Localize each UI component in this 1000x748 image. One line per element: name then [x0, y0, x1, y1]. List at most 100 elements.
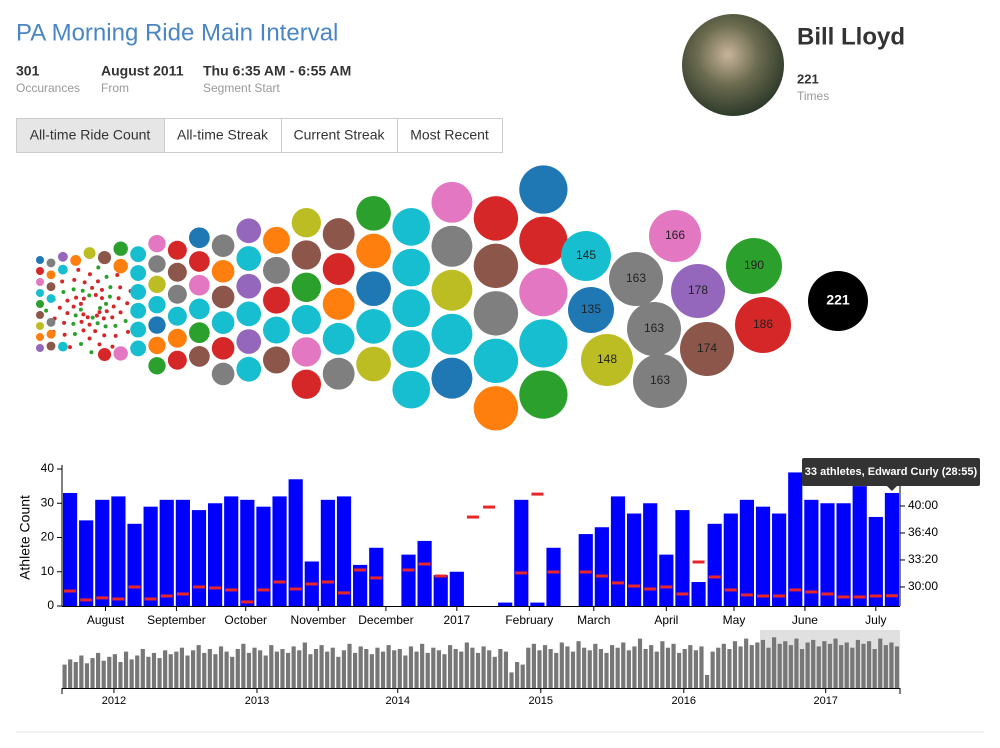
bubble: [94, 313, 99, 318]
overview-bar: [403, 655, 408, 688]
tab[interactable]: [397, 118, 503, 153]
bubble: [71, 304, 76, 309]
bubble: [188, 298, 210, 320]
overview-bar: [408, 646, 414, 688]
time-marker: [724, 588, 737, 592]
time-marker: [192, 585, 205, 589]
bar[interactable]: [675, 510, 690, 606]
overview-bar: [135, 655, 140, 688]
bar[interactable]: [514, 499, 529, 606]
bar[interactable]: [79, 520, 94, 606]
x-tick-label: March: [577, 613, 610, 627]
bar[interactable]: [820, 503, 835, 606]
bubble: [291, 337, 322, 367]
bar[interactable]: [272, 496, 287, 606]
overview-bar: [688, 645, 693, 688]
overview-bar: [285, 652, 291, 688]
bar[interactable]: [175, 499, 190, 606]
bar[interactable]: [95, 499, 110, 606]
tab-label[interactable]: Current Streak: [293, 127, 385, 143]
bar[interactable]: [401, 554, 416, 606]
bar[interactable]: [530, 602, 545, 606]
bar[interactable]: [723, 513, 738, 606]
overview-bar: [883, 645, 888, 688]
bubble: [211, 285, 235, 309]
bar[interactable]: [127, 523, 142, 606]
time-marker: [80, 598, 93, 602]
bar[interactable]: [353, 564, 368, 606]
bubble: [79, 319, 84, 324]
overview-bar: [263, 655, 268, 688]
bar[interactable]: [755, 506, 771, 606]
overview-bar: [325, 651, 330, 688]
bar[interactable]: [643, 503, 658, 606]
bubble: [188, 227, 210, 249]
overview-bar: [207, 649, 212, 688]
bar[interactable]: [627, 513, 642, 606]
bubble: [71, 287, 76, 292]
bubble-label: 163: [650, 373, 670, 387]
bar[interactable]: [288, 479, 303, 606]
overview-bar: [146, 656, 151, 688]
tab-label[interactable]: All-time Ride Count: [30, 127, 151, 143]
bar[interactable]: [739, 499, 754, 606]
bubble: [431, 269, 473, 311]
bubble: [90, 285, 95, 290]
bar[interactable]: [610, 496, 626, 606]
bubble: [322, 218, 355, 251]
bar[interactable]: [143, 506, 158, 606]
overview-bar: [163, 650, 168, 688]
bar[interactable]: [498, 602, 513, 606]
bar[interactable]: [433, 575, 448, 606]
bar[interactable]: [208, 503, 223, 606]
bubble: [519, 370, 568, 419]
time-marker: [160, 594, 173, 598]
bar[interactable]: [336, 496, 352, 606]
bubble: [71, 321, 76, 326]
bar[interactable]: [868, 516, 883, 606]
bar[interactable]: [159, 499, 174, 606]
bubble: [103, 324, 108, 329]
bar[interactable]: [191, 510, 207, 606]
bar[interactable]: [884, 492, 900, 606]
time-marker: [402, 568, 415, 572]
tab-label[interactable]: All-time Streak: [177, 127, 269, 143]
bar[interactable]: [788, 472, 803, 606]
bar[interactable]: [111, 496, 126, 606]
overview-bar: [185, 655, 190, 688]
overview-bar: [302, 642, 307, 688]
bar[interactable]: [836, 503, 851, 606]
bar[interactable]: [578, 534, 593, 606]
tab-label[interactable]: Most Recent: [410, 127, 489, 143]
bubble: [356, 233, 391, 269]
tab[interactable]: [16, 118, 165, 153]
time-marker: [338, 591, 351, 595]
tab[interactable]: [164, 118, 282, 153]
bar[interactable]: [852, 486, 867, 606]
time-marker: [692, 560, 705, 564]
bar[interactable]: [659, 554, 674, 606]
bar[interactable]: [256, 506, 271, 606]
bubble: [167, 328, 187, 348]
bar[interactable]: [240, 499, 255, 606]
bubble: [211, 234, 235, 258]
bar[interactable]: [417, 540, 432, 606]
bar[interactable]: [691, 582, 706, 606]
bar[interactable]: [62, 492, 78, 606]
bar[interactable]: [772, 513, 787, 606]
bar[interactable]: [224, 496, 239, 606]
overview-bar: [677, 652, 682, 688]
bar[interactable]: [804, 499, 819, 606]
tab[interactable]: [281, 118, 398, 153]
bar[interactable]: [594, 527, 609, 606]
bubble: [102, 333, 107, 338]
overview-bar: [336, 656, 341, 688]
x-tick-label: 2015: [529, 695, 553, 707]
bar[interactable]: [449, 571, 464, 606]
bar[interactable]: [320, 499, 335, 606]
bubble: [262, 346, 290, 374]
bar[interactable]: [707, 523, 722, 606]
overview-bar: [598, 649, 604, 688]
bar[interactable]: [546, 547, 561, 606]
overview-bar: [844, 642, 849, 688]
